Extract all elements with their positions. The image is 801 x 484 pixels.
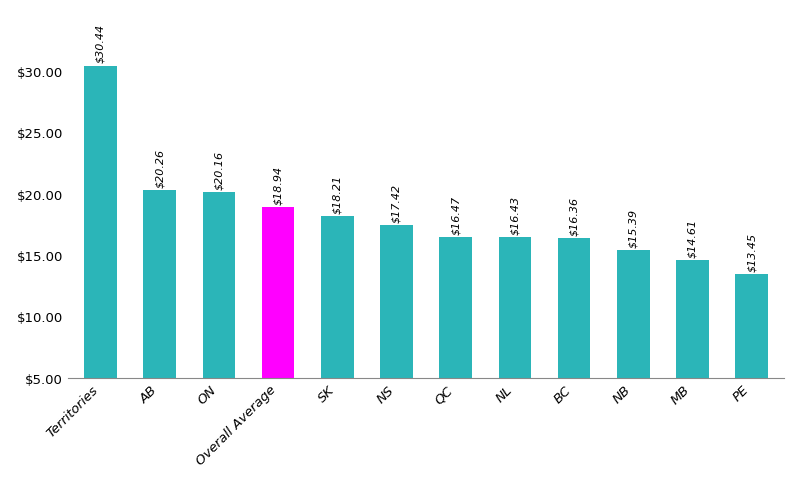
- Bar: [262, 207, 295, 378]
- Bar: [380, 226, 413, 378]
- Bar: [676, 260, 709, 378]
- Text: $16.43: $16.43: [510, 196, 520, 235]
- Bar: [203, 192, 235, 378]
- Text: $16.36: $16.36: [570, 197, 579, 236]
- Text: $17.42: $17.42: [392, 184, 401, 223]
- Bar: [84, 66, 117, 378]
- Text: $13.45: $13.45: [747, 232, 757, 272]
- Bar: [440, 238, 472, 378]
- Bar: [617, 251, 650, 378]
- Text: $18.94: $18.94: [273, 165, 283, 204]
- Text: $20.16: $20.16: [214, 150, 224, 189]
- Bar: [143, 191, 176, 378]
- Text: $20.26: $20.26: [155, 149, 165, 188]
- Bar: [499, 238, 531, 378]
- Bar: [735, 274, 768, 378]
- Text: $14.61: $14.61: [687, 218, 698, 257]
- Text: $30.44: $30.44: [95, 24, 106, 63]
- Bar: [557, 239, 590, 378]
- Bar: [321, 216, 353, 378]
- Text: $15.39: $15.39: [628, 209, 638, 248]
- Text: $16.47: $16.47: [451, 196, 461, 234]
- Text: $18.21: $18.21: [332, 174, 342, 213]
